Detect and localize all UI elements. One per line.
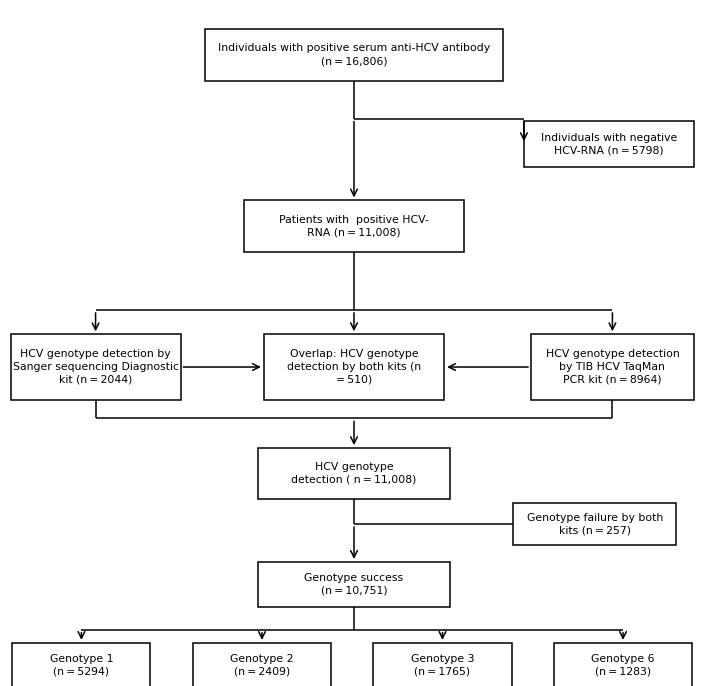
Text: Genotype 6
(n = 1283): Genotype 6 (n = 1283) [591,654,655,677]
FancyBboxPatch shape [244,200,464,252]
FancyBboxPatch shape [258,448,450,499]
Text: Genotype 3
(n = 1765): Genotype 3 (n = 1765) [411,654,474,677]
Text: HCV genotype
detection ( n = 11,008): HCV genotype detection ( n = 11,008) [291,462,417,485]
Text: Genotype 2
(n = 2409): Genotype 2 (n = 2409) [230,654,294,677]
Text: Patients with  positive HCV-
RNA (n = 11,008): Patients with positive HCV- RNA (n = 11,… [279,215,429,238]
FancyBboxPatch shape [13,643,151,686]
FancyBboxPatch shape [258,562,450,607]
FancyBboxPatch shape [374,643,511,686]
FancyBboxPatch shape [513,503,676,545]
Text: Genotype 1
(n = 5294): Genotype 1 (n = 5294) [50,654,113,677]
Text: Individuals with positive serum anti-HCV antibody
(n = 16,806): Individuals with positive serum anti-HCV… [218,43,490,67]
Text: Overlap: HCV genotype
detection by both kits (n
= 510): Overlap: HCV genotype detection by both … [287,349,421,385]
Text: Genotype failure by both
kits (n = 257): Genotype failure by both kits (n = 257) [527,512,663,536]
Text: HCV genotype detection by
Sanger sequencing Diagnostic
kit (n = 2044): HCV genotype detection by Sanger sequenc… [13,349,178,385]
FancyBboxPatch shape [524,121,694,167]
FancyBboxPatch shape [263,334,445,400]
Text: Individuals with negative
HCV-RNA (n = 5798): Individuals with negative HCV-RNA (n = 5… [541,132,677,156]
FancyBboxPatch shape [11,334,181,400]
Text: Genotype success
(n = 10,751): Genotype success (n = 10,751) [304,573,404,596]
FancyBboxPatch shape [205,29,503,80]
FancyBboxPatch shape [554,643,692,686]
FancyBboxPatch shape [193,643,331,686]
Text: HCV genotype detection
by TIB HCV TaqMan
PCR kit (n = 8964): HCV genotype detection by TIB HCV TaqMan… [546,349,679,385]
FancyBboxPatch shape [531,334,694,400]
